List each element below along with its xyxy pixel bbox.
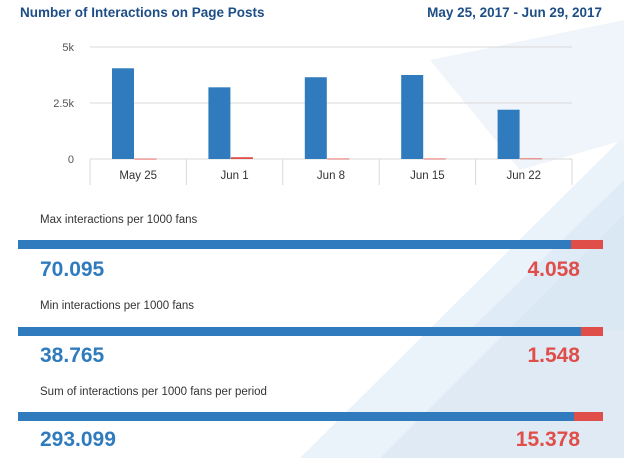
- x-tick-label: Jun 8: [317, 170, 345, 182]
- y-tick-label: 0: [68, 154, 74, 166]
- bar-interactions: [208, 87, 231, 159]
- bar-comparison: [520, 158, 543, 160]
- bar-comparison: [134, 158, 157, 160]
- sum-interactions-secondary: 15.378: [515, 428, 580, 451]
- min-interactions-bar: [18, 327, 603, 336]
- sum-interactions-bar-secondary: [573, 412, 603, 421]
- x-axis-labels: May 25 Jun 1 Jun 8 Jun 15 Jun 22: [119, 170, 541, 182]
- bar-interactions: [304, 77, 327, 159]
- max-interactions-secondary: 4.058: [527, 258, 580, 281]
- x-axis-dividers: [89, 159, 573, 185]
- max-interactions-bar: [18, 240, 603, 249]
- bar-comparison: [327, 158, 350, 160]
- max-interactions-primary: 70.095: [40, 258, 105, 281]
- x-tick-label: Jun 15: [410, 170, 445, 182]
- sum-interactions-label: Sum of interactions per 1000 fans per pe…: [40, 386, 267, 398]
- bars: [112, 68, 543, 160]
- min-interactions-secondary: 1.548: [527, 344, 580, 367]
- min-interactions-label: Min interactions per 1000 fans: [40, 300, 195, 312]
- max-interactions-bar-secondary: [570, 240, 603, 249]
- max-interactions-label: Max interactions per 1000 fans: [40, 214, 198, 226]
- bar-interactions: [112, 68, 134, 159]
- y-axis-labels: 0 2.5k 5k: [53, 42, 74, 166]
- min-interactions-primary: 38.765: [40, 344, 105, 367]
- sum-interactions-primary: 293.099: [40, 428, 116, 451]
- sum-interactions-bar: [18, 412, 603, 421]
- bar-chart: 0 2.5k 5k May 25 Jun 1 Jun 8 Jun 15 Jun 22: [53, 42, 573, 185]
- x-tick-label: Jun 1: [221, 170, 249, 182]
- bar-interactions: [497, 109, 520, 159]
- date-range: May 25, 2017 - Jun 29, 2017: [427, 5, 602, 20]
- chart-title: Number of Interactions on Page Posts: [20, 5, 265, 20]
- y-tick-label: 2.5k: [53, 98, 74, 110]
- x-tick-label: May 25: [119, 170, 157, 182]
- bar-comparison: [423, 158, 446, 160]
- x-tick-label: Jun 22: [507, 170, 542, 182]
- bar-comparison: [230, 157, 253, 159]
- min-interactions-bar-secondary: [580, 327, 603, 336]
- y-tick-label: 5k: [62, 42, 74, 54]
- bar-interactions: [401, 75, 424, 159]
